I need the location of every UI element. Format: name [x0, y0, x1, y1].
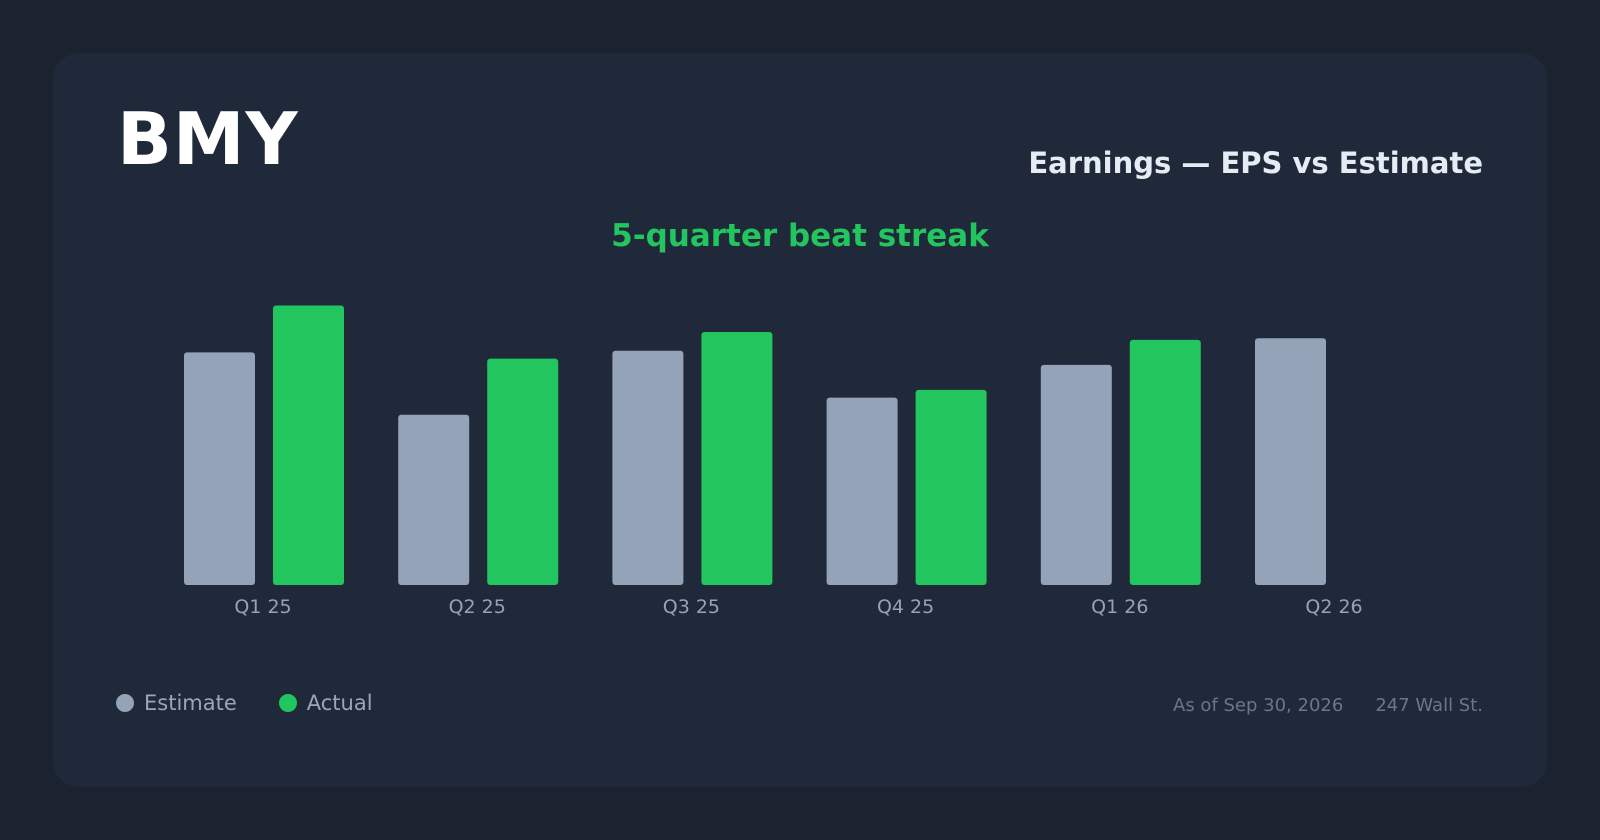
legend-label-actual: Actual: [306, 691, 373, 715]
x-tick-label: Q1 25: [234, 596, 291, 618]
legend-item-actual: Actual: [278, 691, 373, 715]
x-tick-label: Q2 25: [449, 596, 506, 618]
legend-swatch-estimate: [116, 694, 134, 712]
legend-label-estimate: Estimate: [144, 691, 237, 715]
as-of-date: As of Sep 30, 2026: [1173, 695, 1344, 716]
legend-swatch-actual: [278, 694, 297, 712]
bar-actual-q4-25: [915, 389, 987, 585]
bar-estimate-q1-25: [184, 352, 255, 585]
bar-actual-q3-25: [701, 332, 773, 585]
source-credit: 247 Wall St.: [1375, 695, 1483, 716]
bar-actual-q1-26: [1129, 339, 1201, 585]
bar-estimate-q2-25: [398, 414, 470, 585]
eps-bar-chart: Q1 25 Q2 25 Q3 25 Q4 25 Q1 26 Q2 26: [184, 305, 1363, 618]
bar-actual-q1-25: [273, 305, 344, 585]
ticker-symbol: BMY: [117, 97, 299, 181]
x-tick-label: Q2 26: [1305, 596, 1362, 618]
x-tick-label: Q1 26: [1091, 596, 1148, 618]
earnings-card: BMY Earnings — EPS vs Estimate 5-quarter…: [53, 53, 1547, 787]
legend-item-estimate: Estimate: [116, 691, 237, 715]
chart-title: Earnings — EPS vs Estimate: [1028, 146, 1483, 180]
bar-estimate-q1-26: [1040, 364, 1112, 585]
bar-estimate-q3-25: [612, 350, 684, 585]
x-tick-label: Q3 25: [663, 596, 720, 618]
bar-estimate-q2-26: [1255, 338, 1326, 585]
beat-streak-subtitle: 5-quarter beat streak: [611, 218, 989, 254]
chart-legend: Estimate Actual: [116, 691, 373, 715]
bar-actual-q2-25: [487, 358, 559, 585]
chart-footer: As of Sep 30, 2026 247 Wall St.: [1173, 695, 1483, 716]
x-tick-label: Q4 25: [877, 596, 934, 618]
bar-estimate-q4-25: [826, 397, 898, 585]
